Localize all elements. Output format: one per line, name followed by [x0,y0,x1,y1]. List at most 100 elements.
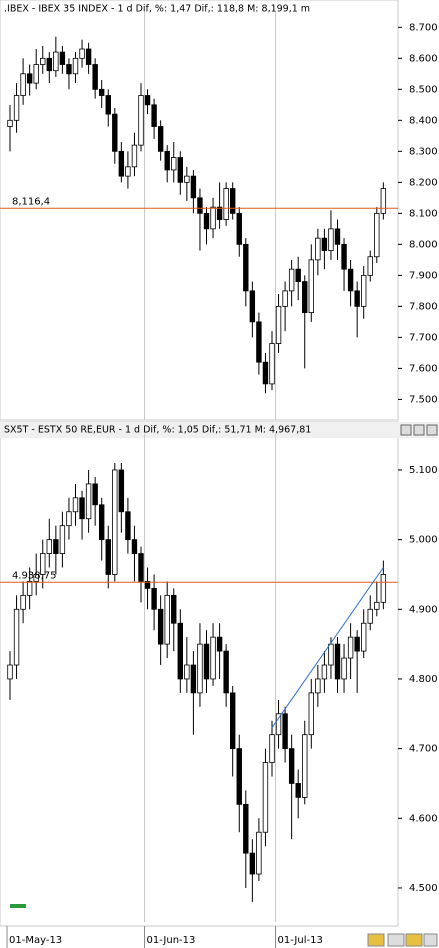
candle-body [321,237,328,251]
y-tick-label: 8.600 [409,53,438,64]
candle-body [53,51,59,72]
candle-body [85,483,92,520]
candle-body [315,678,321,694]
candle-body [177,157,183,183]
candle-body [262,361,269,385]
candle-body [374,212,380,258]
candle-body [334,643,341,680]
candle-body [112,469,118,575]
candle-body [85,48,92,65]
candle-body [59,525,66,554]
panel-frame [0,0,399,421]
tool-icon[interactable] [387,933,405,947]
candle-body [203,643,210,680]
reference-label: 4.938,75 [12,570,57,581]
y-tick-label: 4.600 [409,813,438,824]
candle-body [341,243,347,270]
candle-body [229,188,236,214]
candle-body [308,259,314,313]
candle-body [79,497,85,520]
candle-body [288,268,295,292]
tool-icon[interactable] [405,933,423,947]
y-tick-label: 8.000 [409,239,438,250]
y-tick-label: 7.900 [409,270,438,281]
candle-body [53,539,59,554]
candle-body [269,734,275,763]
candle-body [20,73,26,96]
candle-body [262,762,269,833]
y-tick-label: 8.500 [409,84,438,95]
y-tick-label: 8.400 [409,115,438,126]
panel-title: SX5T - ESTX 50 RE,EUR - 1 d Dif, %: 1,05… [4,425,311,436]
candle-body [171,157,177,171]
candle-body [92,483,98,506]
candle-body [354,636,360,652]
y-tick-label: 8.300 [409,146,438,157]
candle-body [210,206,216,230]
candle-body [164,150,170,171]
candle-body [7,119,13,127]
y-tick-label: 8.700 [409,22,438,33]
candle-body [334,228,341,245]
candle-body [321,664,328,680]
y-tick-label: 5.100 [409,465,438,476]
candle-body [360,622,367,652]
candle-body [216,636,223,652]
candle-body [380,574,387,603]
candle-body [151,587,157,610]
candle-body [243,803,249,854]
y-tick-label: 4.500 [409,883,438,894]
toolbar-icons[interactable] [367,933,438,947]
candle-body [223,188,229,220]
candle-body [26,581,33,596]
candle-body [131,539,138,554]
minimize-button[interactable] [400,424,412,436]
candle-body [223,650,229,694]
candle-body [210,636,216,680]
candle-body [360,274,367,307]
candle-body [66,64,72,75]
x-tick-label: 01-Jul-13 [278,935,323,946]
candle-body [184,664,190,680]
x-tick-label: 01-Jun-13 [147,935,196,946]
candle-body [33,574,39,582]
close-button[interactable] [426,424,438,436]
candle-body [157,608,164,645]
candle-body [236,748,242,805]
maximize-button[interactable] [413,424,425,436]
reference-label: 8,116,4 [12,196,50,207]
candle-body [275,305,282,344]
candle-body [249,290,256,323]
candle-body [295,268,301,282]
candle-body [99,504,105,541]
window-buttons[interactable] [400,424,438,436]
tool-icon[interactable] [423,933,438,947]
y-tick-label: 4.700 [409,744,438,755]
candle-body [374,601,380,610]
candle-body [243,243,249,292]
candle-body [328,643,334,666]
candle-body [341,657,347,680]
candle-body [249,852,256,875]
candle-body [236,212,242,245]
candle-body [347,268,354,292]
candle-body [125,511,131,541]
candle-body [118,469,125,513]
candle-body [190,664,197,694]
candle-body [7,664,13,680]
candle-body [164,594,170,645]
candle-body [302,734,308,798]
candle-body [190,175,197,199]
candle-body [380,188,387,214]
candle-body [20,594,26,610]
candle-body [197,197,203,214]
tool-icon[interactable] [367,933,385,947]
candle-body [46,539,52,554]
candle-body [282,713,288,750]
x-tick-label: 01-May-13 [9,935,62,946]
candle-body [72,57,79,75]
candle-body [26,73,33,84]
candle-body [288,748,295,784]
candle-body [105,539,111,575]
